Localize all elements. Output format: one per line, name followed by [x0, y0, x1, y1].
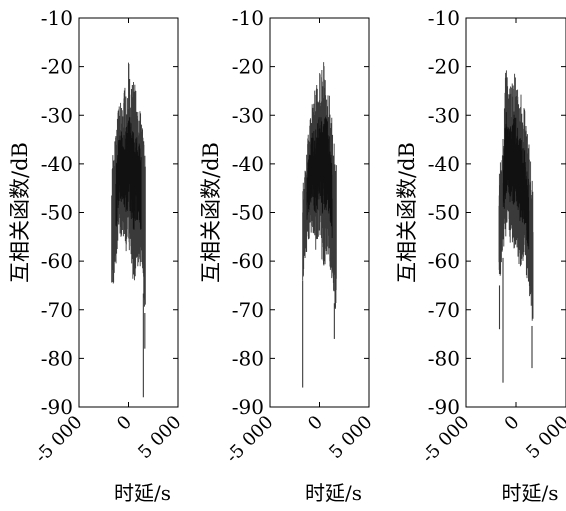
x-tick-label: 5 000 — [522, 412, 566, 463]
y-tick-label: -20 — [428, 55, 460, 79]
x-tick-label: 0 — [501, 412, 524, 435]
subplot-1: -90 -80 -70 -60 -50 -40 -30 -20 -10 -5 000 05 000 时… — [8, 6, 186, 505]
y-tick-label: -80 — [232, 346, 264, 370]
y-tick-label: -10 — [232, 6, 264, 30]
y-tick-label: -80 — [428, 346, 460, 370]
y-tick-label: -20 — [41, 55, 73, 79]
x-tick-label: -5 000 — [222, 412, 278, 468]
x-axis-label: 时延/s — [501, 481, 558, 505]
y-tick-label: -60 — [41, 249, 73, 273]
x-tick-label: -5 000 — [31, 412, 87, 468]
y-tick-label: -30 — [232, 103, 264, 127]
y-tick-label: -40 — [41, 152, 73, 176]
series-core — [115, 117, 142, 230]
y-tick-label: -40 — [428, 152, 460, 176]
y-tick-label: -80 — [41, 346, 73, 370]
y-tick-label: -40 — [232, 152, 264, 176]
y-tick-label: -60 — [232, 249, 264, 273]
y-tick-label: -10 — [428, 6, 460, 30]
subplot-2: -90 -80 -70 -60 -50 -40 -30 -20 -10 -5 000 05 000 时… — [199, 6, 377, 505]
x-tick-label: 5 000 — [134, 412, 185, 463]
x-axis-label: 时延/s — [114, 481, 171, 505]
y-tick-label: -90 — [41, 395, 73, 419]
y-tick-label: -70 — [232, 298, 264, 322]
x-tick-label: -5 000 — [418, 412, 474, 468]
x-tick-label: 5 000 — [325, 412, 376, 463]
y-tick-label: -10 — [41, 6, 73, 30]
y-axis-label: 互相关函数/dB — [395, 142, 419, 283]
y-tick-label: -90 — [428, 395, 460, 419]
series-core — [502, 112, 530, 250]
x-tick-label: 0 — [304, 412, 327, 435]
series-core — [306, 116, 333, 239]
y-tick-label: -50 — [41, 201, 73, 225]
y-tick-label: -70 — [41, 298, 73, 322]
y-tick-label: -50 — [428, 201, 460, 225]
y-tick-label: -30 — [41, 103, 73, 127]
x-axis-label: 时延/s — [305, 481, 362, 505]
subplot-3: -90 -80 -70 -60 -50 -40 -30 -20 -10 -5 000 05 000 时… — [395, 6, 566, 505]
y-tick-label: -30 — [428, 103, 460, 127]
y-tick-label: -70 — [428, 298, 460, 322]
y-axis-label: 互相关函数/dB — [199, 142, 223, 283]
x-tick-label: 0 — [113, 412, 136, 435]
y-axis-label: 互相关函数/dB — [8, 142, 32, 283]
y-tick-label: -90 — [232, 395, 264, 419]
y-tick-label: -20 — [232, 55, 264, 79]
y-tick-label: -60 — [428, 249, 460, 273]
y-tick-label: -50 — [232, 201, 264, 225]
